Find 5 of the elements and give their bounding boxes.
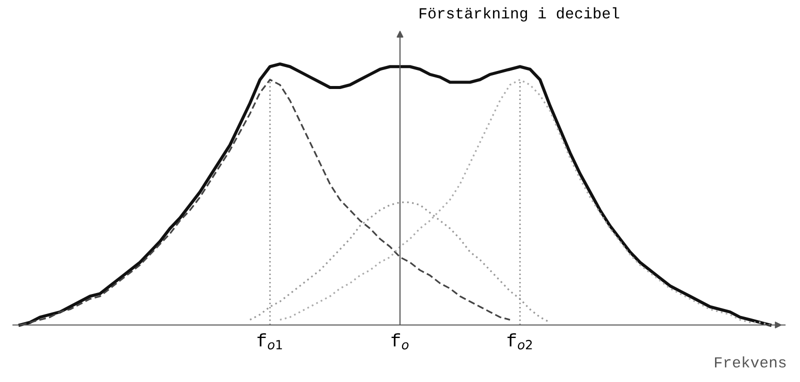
x-tick-label: f$_{o1}$ <box>257 333 282 350</box>
y-axis-title: Förstärkning i decibel <box>420 7 620 22</box>
x-tick-label: f$_{o}$ <box>392 333 408 350</box>
x-axis-title: Frekvens <box>715 356 786 368</box>
x-tick-label: f$_{o2}$ <box>507 333 532 350</box>
